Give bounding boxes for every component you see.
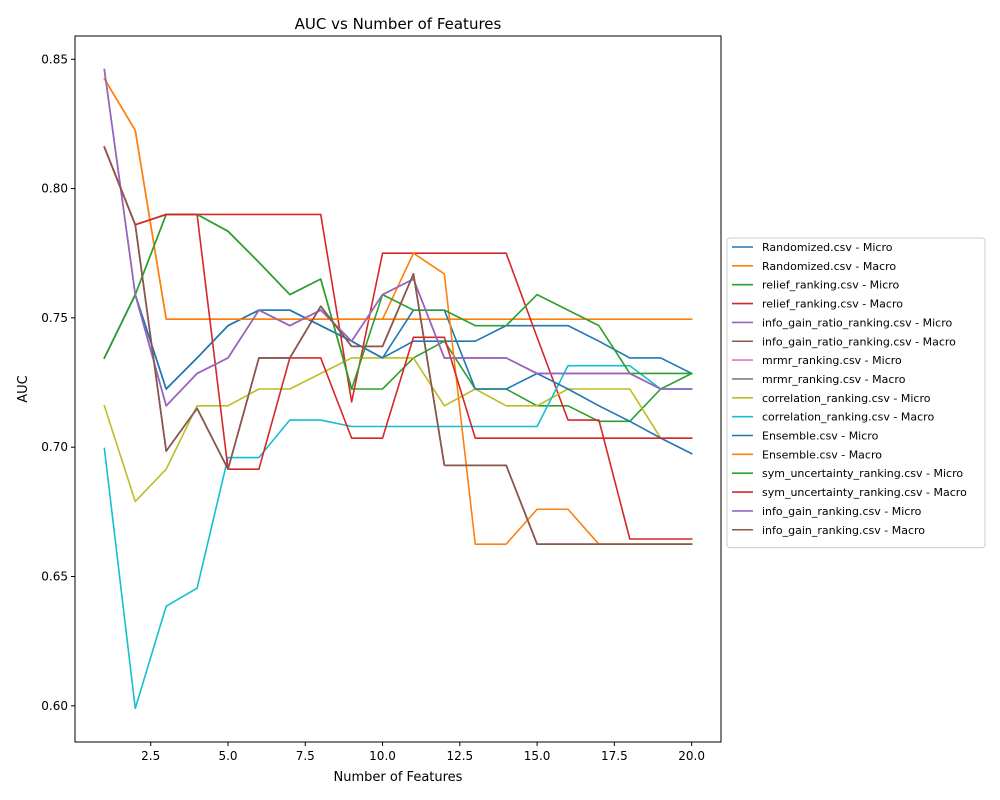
x-tick-label: 15.0 (524, 749, 551, 763)
y-axis: 0.60 0.65 0.70 0.75 0.80 0.85 (41, 52, 75, 713)
series-line-14 (103, 68, 693, 407)
series-line-4 (103, 68, 693, 407)
legend-label: mrmr_ranking.csv - Macro (762, 373, 906, 386)
plot-frame (74, 35, 722, 743)
legend-label: info_gain_ranking.csv - Micro (762, 505, 922, 518)
x-tick-label: 12.5 (446, 749, 473, 763)
x-axis: 2.5 5.0 7.5 10.0 12.5 15.0 17.5 20.0 (141, 742, 705, 763)
legend-frame (726, 237, 986, 549)
y-axis-title: AUC (16, 375, 31, 403)
legend-label: sym_uncertainty_ranking.csv - Micro (762, 467, 963, 480)
series-line-5 (103, 146, 693, 545)
legend-label: sym_uncertainty_ranking.csv - Macro (762, 486, 967, 499)
series-line-7 (103, 146, 693, 545)
x-tick-label: 7.5 (296, 749, 315, 763)
x-tick-label: 5.0 (218, 749, 237, 763)
series-line-8 (103, 357, 693, 503)
series-line-6 (103, 68, 693, 407)
y-tick-label: 0.60 (41, 699, 68, 713)
series-line-1 (103, 77, 693, 320)
x-tick-label: 2.5 (141, 749, 160, 763)
series-layer (103, 68, 693, 710)
legend-label: Randomized.csv - Macro (762, 260, 896, 273)
legend-label: Randomized.csv - Micro (762, 241, 893, 254)
x-tick-label: 10.0 (369, 749, 396, 763)
series-line-9 (103, 364, 693, 710)
series-line-15 (103, 146, 693, 545)
y-tick-label: 0.80 (41, 182, 68, 196)
x-axis-title: Number of Features (334, 770, 463, 785)
y-tick-label: 0.70 (41, 440, 68, 454)
series-line-13 (103, 146, 693, 470)
x-tick-label: 20.0 (678, 749, 705, 763)
legend-label: correlation_ranking.csv - Micro (762, 392, 931, 405)
legend-label: correlation_ranking.csv - Macro (762, 411, 934, 424)
y-tick-label: 0.75 (41, 311, 68, 325)
chart-title: AUC vs Number of Features (295, 15, 502, 33)
legend-label: info_gain_ranking.csv - Macro (762, 524, 925, 537)
legend-label: Ensemble.csv - Micro (762, 430, 879, 443)
x-tick-label: 17.5 (601, 749, 628, 763)
legend: Randomized.csv - Micro Randomized.csv - M… (726, 237, 986, 549)
y-tick-label: 0.85 (41, 52, 68, 66)
legend-label: info_gain_ratio_ranking.csv - Micro (762, 316, 952, 329)
legend-label: mrmr_ranking.csv - Micro (762, 354, 902, 367)
legend-label: relief_ranking.csv - Micro (762, 279, 900, 292)
series-line-3 (103, 146, 693, 540)
legend-label: info_gain_ratio_ranking.csv - Macro (762, 335, 956, 348)
series-line-10 (103, 293, 693, 455)
legend-label: Ensemble.csv - Macro (762, 448, 882, 461)
series-line-12 (103, 213, 693, 390)
legend-label: relief_ranking.csv - Macro (762, 298, 903, 311)
y-tick-label: 0.65 (41, 569, 68, 583)
